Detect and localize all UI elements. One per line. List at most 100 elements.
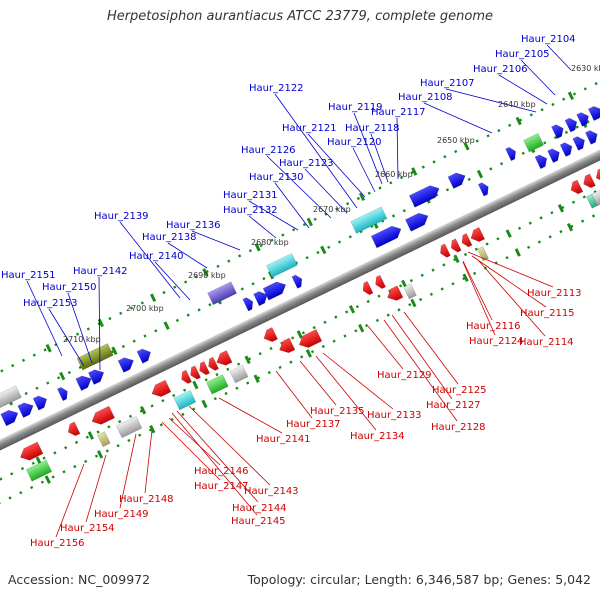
track-tick — [320, 245, 327, 255]
gene-arrow — [534, 154, 548, 170]
leader-line — [85, 454, 107, 523]
gene-arrow — [551, 124, 564, 139]
gene-label: Haur_2119 — [328, 102, 383, 113]
track-tick — [111, 346, 118, 356]
track-tick — [462, 273, 469, 282]
track-dot — [11, 363, 15, 368]
leader-line — [367, 325, 404, 370]
gene-label: Haur_2148 — [119, 494, 174, 505]
track-dot — [378, 186, 382, 190]
track-dot — [312, 325, 316, 330]
leader-line — [353, 112, 383, 185]
track-dot — [348, 235, 352, 239]
gene-box — [403, 283, 417, 300]
leader-line — [403, 311, 459, 385]
track-dot — [107, 425, 111, 429]
track-dot — [537, 240, 542, 244]
gene-arrow — [576, 112, 589, 127]
track-tick — [59, 371, 66, 381]
track-tick — [163, 321, 170, 330]
leader-line — [266, 155, 332, 219]
track-dot — [324, 212, 328, 216]
track-tick — [244, 355, 251, 365]
track-dot — [94, 454, 99, 458]
track-dot — [85, 435, 89, 439]
track-dot — [140, 301, 144, 305]
track-dot — [269, 346, 273, 351]
gene-arrow — [216, 350, 233, 366]
gene-label: Haur_2113 — [527, 288, 582, 299]
gene-label: Haur_2120 — [327, 137, 382, 148]
gene-arrow — [583, 173, 596, 189]
track-dot — [32, 353, 36, 357]
scale-label: 2630 kbp — [571, 64, 600, 73]
track-dot — [528, 221, 532, 225]
gene-label: Haur_2138 — [142, 232, 197, 243]
gene-label: Haur_2137 — [286, 419, 341, 430]
track-dot — [35, 386, 39, 390]
leader-line — [154, 261, 191, 301]
gene-arrow — [17, 402, 34, 418]
gene-arrow — [136, 348, 151, 364]
track-dot — [75, 332, 80, 336]
track-dot — [86, 327, 90, 331]
leader-line — [315, 355, 377, 431]
gene-label: Haur_2144 — [232, 503, 287, 514]
track-dot — [389, 181, 393, 185]
track-tick — [505, 229, 512, 238]
track-dot — [237, 254, 242, 258]
scale-label: 2660 kbp — [375, 170, 413, 179]
scale-label: 2640 kbp — [498, 100, 536, 109]
gene-arrow — [405, 212, 429, 232]
leader-line — [188, 405, 271, 486]
track-dot — [355, 305, 360, 309]
gene-arrow — [32, 395, 48, 411]
track-dot — [197, 308, 201, 312]
track-tick — [149, 424, 156, 434]
leader-line — [274, 182, 310, 229]
track-dot — [215, 372, 219, 377]
leader-line — [161, 421, 221, 481]
leader-line — [383, 319, 458, 422]
gene-arrow — [181, 369, 192, 384]
track-dot — [175, 318, 180, 323]
gene-label: Haur_2135 — [310, 406, 365, 417]
gene-label: Haur_2121 — [282, 123, 337, 134]
leader-line — [304, 168, 348, 214]
gene-feature-layer — [0, 106, 600, 482]
track-dot — [375, 318, 380, 323]
track-dot — [334, 315, 338, 319]
track-dot — [521, 151, 525, 155]
scale-tick-layer — [0, 81, 600, 505]
track-dot — [377, 294, 381, 298]
gene-label: Haur_2130 — [249, 172, 304, 183]
track-tick — [296, 330, 303, 339]
track-dot — [345, 202, 350, 206]
gene-box — [207, 281, 237, 306]
gene-arrow — [263, 327, 278, 343]
track-dot — [356, 196, 361, 201]
track-dot — [399, 175, 404, 180]
gene-box — [591, 184, 600, 207]
track-dot — [154, 329, 158, 333]
gene-label: Haur_2143 — [244, 486, 299, 497]
gene-box — [477, 246, 489, 262]
gene-label: Haur_2126 — [241, 145, 296, 156]
track-dot — [559, 229, 563, 234]
track-dot — [564, 130, 569, 135]
track-dot — [486, 134, 490, 138]
track-dot — [432, 160, 436, 164]
leader-line — [119, 221, 181, 299]
leader-line — [67, 292, 93, 364]
leader-line — [48, 308, 85, 367]
gene-label: Haur_2154 — [60, 523, 115, 534]
track-dot — [43, 348, 47, 352]
track-dot — [591, 214, 596, 218]
track-dot — [364, 323, 369, 328]
gene-label: Haur_2118 — [345, 123, 400, 134]
track-dot — [551, 102, 555, 107]
gene-arrow — [208, 356, 219, 371]
gene-label: Haur_2116 — [466, 321, 521, 332]
track-tick — [202, 268, 209, 277]
